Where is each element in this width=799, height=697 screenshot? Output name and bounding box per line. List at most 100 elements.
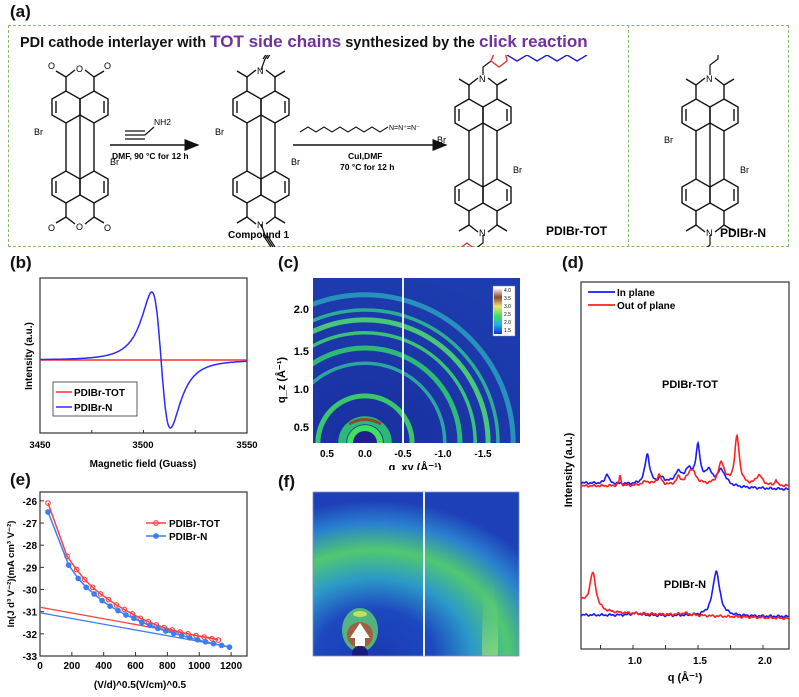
- colorbar: 4.0 3.5 3.0 2.5 2.0 1.5: [492, 285, 516, 337]
- x-tick-label: 200: [64, 661, 81, 672]
- step2-azide: N=N⁺=N⁻: [389, 125, 420, 132]
- atom-br: Br: [437, 135, 446, 145]
- data-point: [99, 597, 105, 604]
- chart-d-legend: In plane Out of plane: [588, 288, 676, 312]
- scheme-title-middle: synthesized by the: [341, 35, 479, 51]
- scheme-title-highlight-click: click reaction: [478, 32, 588, 51]
- x-tick-label: 1200: [220, 661, 243, 672]
- y-tick-label: -30: [23, 586, 38, 597]
- atom-n: N: [706, 74, 713, 84]
- data-point: [121, 606, 128, 613]
- step1-conditions: DMF, 90 °C for 12 h: [112, 151, 189, 161]
- y-axis-label: q_z (Å⁻¹): [275, 357, 288, 403]
- atom-br: Br: [34, 127, 43, 137]
- data-point: [91, 591, 97, 597]
- chart-d-frame: [580, 281, 790, 650]
- chart-f: [312, 491, 520, 657]
- scheme-divider: [628, 25, 629, 247]
- data-point: [194, 636, 201, 643]
- data-point: [226, 644, 233, 650]
- legend-marker-pdibr-n: [153, 533, 159, 539]
- x-tick-label: 1.5: [693, 656, 707, 667]
- data-point: [186, 634, 193, 641]
- data-point: [215, 637, 222, 643]
- data-point: [202, 638, 209, 645]
- y-tick-label: 2.0: [294, 304, 309, 316]
- legend-label-pdibr-tot: PDIBr-TOT: [74, 388, 125, 399]
- colorbar-tick: 2.5: [504, 312, 511, 318]
- atom-o: O: [48, 61, 55, 71]
- diffraction-ring: [313, 317, 491, 443]
- reaction-scheme: O O O O O O Br Br NH2 DMF, 90 °C for 12 …: [34, 55, 766, 247]
- data-point: [45, 500, 51, 506]
- y-tick-label: -28: [23, 541, 38, 552]
- x-tick-label: 0: [37, 661, 43, 672]
- diffraction-ring: [313, 331, 477, 443]
- y-axis-label: Intensity (a.u.): [24, 322, 35, 390]
- atom-o: O: [76, 222, 83, 232]
- panel-label-e: (e): [10, 470, 31, 489]
- colorbar-tick: 4.0: [504, 288, 511, 294]
- data-point: [105, 596, 112, 603]
- step2-conditions-1: CuI,DMF: [348, 151, 382, 161]
- product-label: PDIBr-TOT: [546, 224, 608, 238]
- panel-label-f: (f): [278, 472, 295, 491]
- colorbar-tick: 1.5: [504, 328, 511, 334]
- x-tick-label: 0.5: [320, 449, 334, 460]
- y-tick-label: 1.0: [294, 384, 309, 396]
- scheme-box: [8, 25, 789, 247]
- data-point: [73, 566, 80, 573]
- x-tick-label: 0.0: [358, 449, 372, 460]
- x-tick-label: -1.0: [434, 449, 452, 460]
- chart-e-legend: PDIBr-TOT PDIBr-N: [146, 519, 220, 543]
- atom-n: N: [706, 228, 713, 238]
- y-tick-label: -29: [23, 563, 38, 574]
- data-point: [113, 602, 120, 608]
- chart-d: In plane Out of plane PDIBr-TOT PDIBr-N …: [563, 281, 790, 684]
- x-tick-label: -1.5: [474, 449, 492, 460]
- series-tot-out-of-plane: [580, 433, 789, 488]
- diffraction-ring: [315, 393, 415, 443]
- data-point: [218, 642, 225, 649]
- scheme-title-prefix: PDI cathode interlayer with: [20, 35, 211, 51]
- x-axis-label: Magnetic field (Guass): [90, 459, 197, 470]
- data-point: [115, 607, 121, 614]
- data-point: [45, 509, 51, 515]
- data-point: [65, 562, 72, 568]
- series-pdibr-n: [40, 291, 247, 429]
- data-point: [170, 630, 177, 637]
- scheme-title-highlight-tot: TOT side chains: [210, 32, 342, 51]
- x-tick-label: 1.0: [628, 656, 642, 667]
- x-tick-label: 600: [127, 661, 144, 672]
- compound-1-label: Compound 1: [228, 230, 290, 241]
- legend-label-pdibr-n: PDIBr-N: [74, 403, 112, 414]
- data-point: [123, 612, 129, 618]
- atom-o: O: [104, 61, 111, 71]
- x-tick-label: 2.0: [758, 656, 772, 667]
- colorbar-tick: 3.0: [504, 304, 511, 310]
- molecule-starting-anhydride: O O O O O O Br Br: [34, 61, 119, 233]
- x-tick-label: 400: [95, 661, 112, 672]
- atom-n: N: [257, 220, 264, 230]
- y-tick-label: -31: [23, 608, 38, 619]
- data-point: [154, 625, 161, 632]
- data-point: [81, 576, 88, 583]
- legend-marker-pdibr-tot: [153, 520, 159, 526]
- diffraction-ring: [313, 361, 447, 443]
- data-point: [139, 619, 145, 626]
- atom-n: N: [257, 66, 264, 76]
- legend-label-pdibr-tot: PDIBr-TOT: [169, 519, 220, 530]
- annotation-pdibr-n: PDIBr-N: [664, 579, 706, 591]
- reaction-step-1: NH2 DMF, 90 °C for 12 h: [110, 117, 200, 161]
- giwaxs-c-rings: [313, 292, 516, 443]
- legend-label-out-of-plane: Out of plane: [617, 301, 676, 312]
- series-line-pdibr-n: [47, 511, 230, 648]
- legend-label-in-plane: In plane: [617, 288, 655, 299]
- x-tick-label: 3550: [236, 440, 257, 451]
- atom-n: N: [479, 74, 486, 84]
- x-tick-label: 800: [159, 661, 176, 672]
- y-tick-label: -27: [23, 519, 38, 530]
- y-tick-label: -33: [23, 652, 38, 663]
- atom-br: Br: [740, 165, 749, 175]
- step2-conditions-2: 70 °C for 12 h: [340, 162, 394, 172]
